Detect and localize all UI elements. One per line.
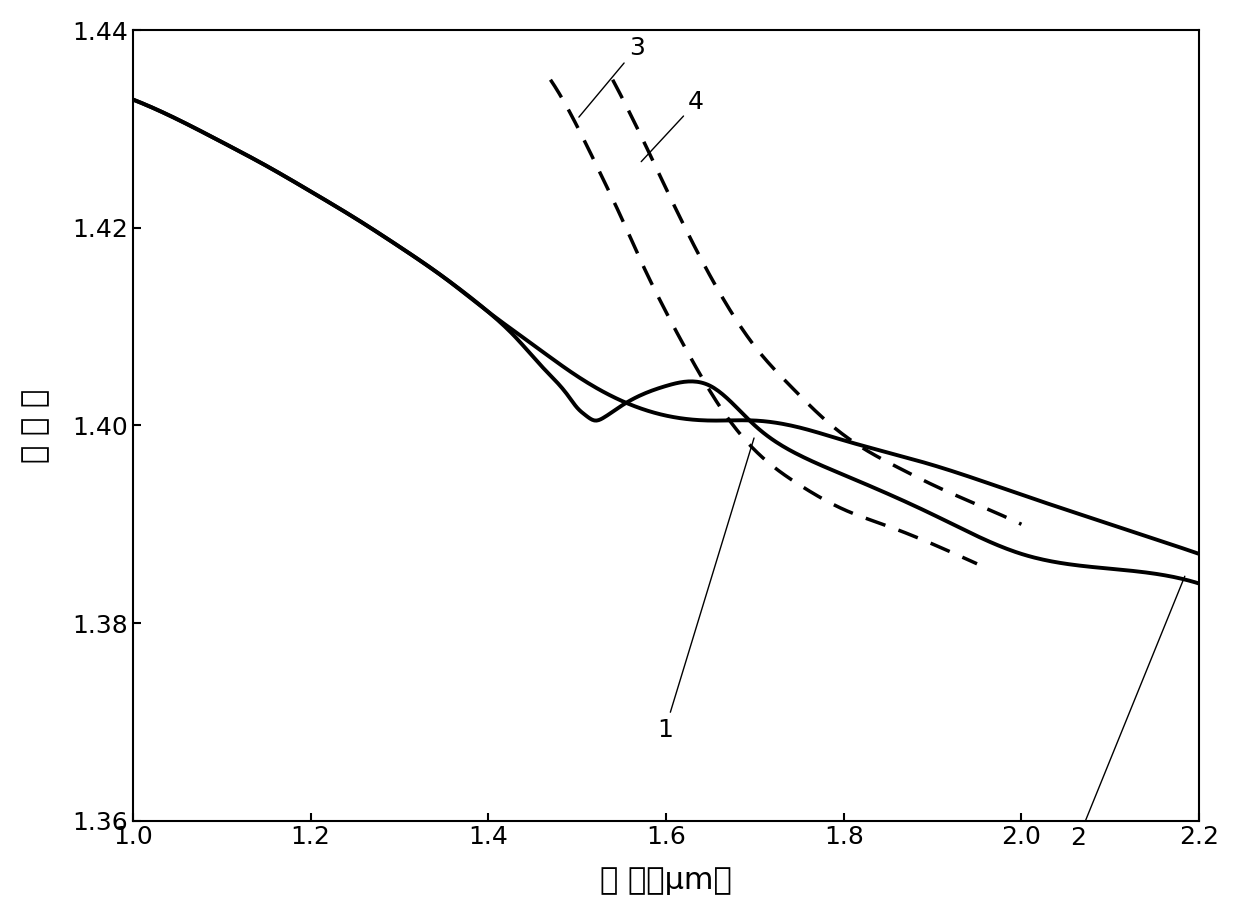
Text: 1: 1 <box>657 438 754 742</box>
Text: 4: 4 <box>641 91 704 161</box>
X-axis label: 波 长（μm）: 波 长（μm） <box>600 867 732 895</box>
Y-axis label: 折 射 率: 折 射 率 <box>21 388 50 463</box>
Text: 2: 2 <box>1070 576 1184 850</box>
Text: 3: 3 <box>579 36 645 117</box>
